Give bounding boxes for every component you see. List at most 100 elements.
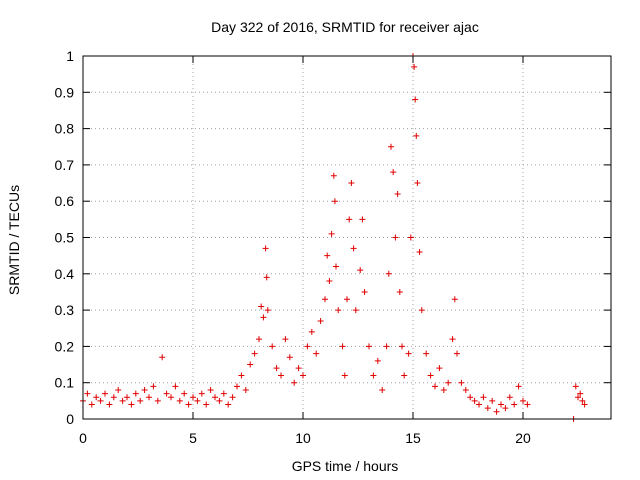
data-point [515, 383, 522, 390]
x-axis-label: GPS time / hours [292, 458, 399, 474]
y-tick-label: 0.8 [55, 121, 75, 137]
data-point [154, 397, 161, 404]
data-point [449, 336, 456, 343]
data-point [423, 350, 430, 357]
data-point [190, 394, 196, 401]
data-point [361, 288, 368, 295]
data-point [399, 343, 405, 350]
data-point [163, 390, 170, 397]
data-point [119, 397, 126, 404]
data-point [194, 397, 201, 404]
data-point [414, 180, 421, 187]
data-point [291, 379, 298, 386]
data-point [511, 401, 518, 408]
data-point [225, 401, 232, 408]
y-tick-label: 1 [66, 48, 74, 64]
data-point [168, 394, 174, 401]
data-point [128, 401, 135, 408]
data-point [286, 354, 293, 361]
data-point [502, 405, 509, 412]
data-point [115, 386, 122, 393]
data-point [110, 394, 117, 401]
data-point [396, 288, 403, 295]
data-point [359, 216, 366, 223]
data-point [581, 401, 588, 408]
data-point [451, 296, 458, 303]
data-point [352, 307, 359, 314]
data-point [418, 307, 425, 314]
data-point [220, 390, 227, 397]
y-tick-label: 0.9 [55, 84, 75, 100]
data-point [322, 296, 328, 303]
data-point [489, 397, 496, 404]
data-point [247, 361, 254, 368]
data-point [339, 343, 346, 350]
data-point [181, 390, 188, 397]
data-point [480, 394, 487, 401]
data-point [572, 383, 579, 390]
data-point [348, 180, 355, 187]
data-point [146, 394, 152, 401]
data-point [93, 394, 100, 401]
data-point [370, 372, 377, 379]
data-point [379, 386, 386, 393]
data-point [137, 397, 144, 404]
y-tick-label: 0.4 [55, 266, 75, 282]
data-point [234, 383, 240, 390]
data-point [407, 234, 414, 241]
data-point [493, 408, 500, 415]
data-point [300, 372, 306, 379]
data-series-srmtid [80, 53, 588, 422]
data-point [328, 230, 335, 237]
data-point [385, 270, 392, 277]
data-point [520, 397, 526, 404]
grid [83, 56, 611, 419]
data-point [390, 169, 397, 176]
data-point [331, 198, 338, 205]
data-point [454, 350, 460, 357]
data-point [445, 379, 452, 386]
data-point [471, 397, 478, 404]
data-point [88, 401, 95, 408]
y-tick-label: 0 [66, 411, 74, 427]
data-point [405, 350, 412, 357]
data-point [436, 365, 443, 372]
data-point [141, 386, 148, 393]
data-point [256, 336, 262, 343]
data-point [238, 372, 245, 379]
data-point [411, 63, 418, 70]
data-point [260, 314, 267, 321]
data-point [229, 394, 236, 401]
data-point [203, 401, 210, 408]
data-point [484, 405, 491, 412]
data-point [207, 386, 214, 393]
data-point [251, 350, 258, 357]
data-point [330, 172, 337, 179]
data-point [269, 343, 276, 350]
data-point [324, 252, 331, 259]
data-point [333, 263, 339, 270]
data-point [198, 390, 205, 397]
data-point [440, 386, 447, 393]
y-axis-label: SRMTID / TECUs [6, 185, 22, 295]
y-tick-label: 0.1 [55, 375, 75, 391]
data-point [308, 328, 315, 335]
data-point [97, 397, 104, 404]
x-tick-label: 15 [405, 430, 421, 446]
data-point [295, 365, 302, 372]
data-point [366, 343, 372, 350]
data-point [412, 96, 419, 103]
data-point [326, 278, 333, 285]
data-point [401, 372, 408, 379]
data-point [374, 357, 381, 364]
data-point [524, 401, 531, 408]
data-point [102, 390, 108, 397]
data-point [413, 132, 420, 139]
data-point [124, 394, 130, 401]
data-point [416, 249, 423, 256]
data-point [212, 394, 218, 401]
data-point [185, 401, 192, 408]
data-point [388, 143, 394, 150]
y-tick-label: 0.2 [55, 338, 75, 354]
data-point [341, 372, 348, 379]
